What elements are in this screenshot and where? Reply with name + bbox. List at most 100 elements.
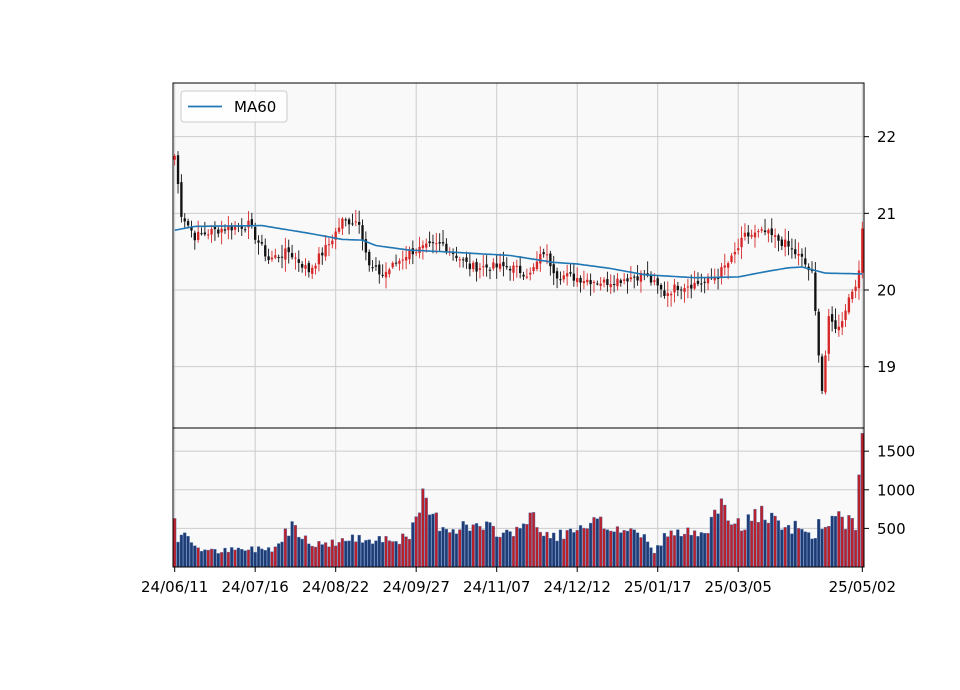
candle-body [726,263,730,268]
volume-bar [206,549,210,568]
volume-bar [615,526,620,568]
candle-body [311,267,314,274]
volume-bar [246,549,251,568]
candle-body [461,259,465,261]
volume-bar [310,545,314,568]
volume-bar [300,538,304,568]
candle-body [488,269,492,271]
candle-body [425,243,428,248]
candle-body [740,237,743,248]
candle-body [780,239,783,246]
candle-body [495,263,498,268]
candle-body [438,242,441,244]
x-tick-label: 25/05/02 [829,578,896,596]
candle-body [290,253,294,258]
volume-bar [820,528,824,568]
candle-body [247,220,250,228]
volume-bar [458,529,462,568]
x-tick-label: 24/08/22 [302,578,369,596]
candle-body [421,245,425,249]
volume-bar [370,543,375,568]
volume-bar [609,530,613,568]
volume-bar [833,516,838,568]
volume-bar [568,528,573,568]
volume-bar [428,514,432,568]
candle-body [257,240,260,243]
price-axis: 19 20 21 22 [864,128,896,376]
candle-body [666,293,669,297]
candle-body [659,284,663,290]
volume-bar [451,529,455,568]
candle-body [394,262,398,264]
volume-bar [421,488,425,568]
candle-body [626,278,629,282]
candle-body [629,277,633,280]
candle-body [287,247,290,253]
candle-body [592,282,596,284]
volume-bar [599,516,603,568]
volume-bar [360,542,365,568]
volume-bar [780,529,784,568]
candle-body [565,273,569,277]
volume-bar [270,551,274,568]
candle-body [347,219,351,225]
volume-bar [669,530,673,568]
candle-body [827,316,830,354]
candle-body [730,255,733,263]
price-panel-background [173,83,864,428]
candle-body [619,280,622,283]
candle-body [539,254,542,264]
candle-body [649,275,653,283]
volume-bar [223,547,227,568]
volume-bar [277,543,281,568]
candle-body [280,256,284,258]
candle-body [502,261,505,267]
volume-bar [364,540,368,568]
volume-bar [250,546,254,568]
volume-bar [189,542,194,568]
candle-body [240,225,243,229]
candle-body [797,253,800,256]
volume-bar [317,541,321,568]
x-tick-label: 24/06/11 [141,578,208,596]
volume-bar [548,538,552,568]
volume-bar [619,532,623,568]
candle-body [830,314,834,322]
volume-bar [481,529,485,568]
volume-bar [179,534,183,568]
candle-body [381,274,384,276]
volume-bar [525,524,529,568]
candle-body [445,243,448,252]
candle-body [217,229,220,234]
candle-body [861,228,864,273]
volume-tick-label: 1000 [877,481,915,499]
volume-bar [293,525,298,568]
volume-bar [209,548,214,568]
volume-bar [542,535,546,568]
candle-body [519,265,522,274]
volume-panel-frame [172,427,865,568]
volume-bar [313,546,318,568]
candle-body [589,280,592,285]
candle-body [207,234,210,236]
candle-body [767,229,770,234]
volume-bar [756,522,760,568]
candle-body [713,277,716,281]
volume-bar [783,527,787,568]
volume-bar [521,523,526,568]
volume-bar [565,530,569,568]
candle-body [351,223,354,225]
candle-body [227,226,230,231]
volume-bar [662,532,667,568]
volume-bar [843,528,848,568]
candle-body [398,260,401,264]
candle-body [703,281,706,283]
volume-bar [515,526,519,568]
candle-body [512,265,515,273]
candle-body [770,228,773,236]
candle-body [404,256,408,261]
volume-bar [850,518,854,568]
candle-body [223,229,227,231]
volume-bar [411,522,415,568]
